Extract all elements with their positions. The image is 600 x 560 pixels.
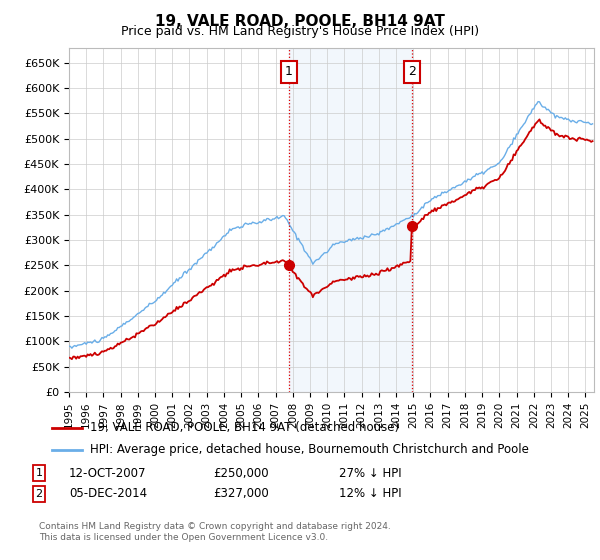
Text: 1: 1 (285, 66, 293, 78)
Text: Price paid vs. HM Land Registry's House Price Index (HPI): Price paid vs. HM Land Registry's House … (121, 25, 479, 38)
Text: 2: 2 (35, 489, 43, 499)
Text: 05-DEC-2014: 05-DEC-2014 (69, 487, 147, 501)
Text: 19, VALE ROAD, POOLE, BH14 9AT: 19, VALE ROAD, POOLE, BH14 9AT (155, 14, 445, 29)
Text: HPI: Average price, detached house, Bournemouth Christchurch and Poole: HPI: Average price, detached house, Bour… (90, 443, 529, 456)
Text: £327,000: £327,000 (213, 487, 269, 501)
Bar (289, 48, 412, 392)
Text: This data is licensed under the Open Government Licence v3.0.: This data is licensed under the Open Gov… (39, 533, 328, 543)
Text: 2: 2 (408, 66, 416, 78)
Text: 12% ↓ HPI: 12% ↓ HPI (339, 487, 401, 501)
Text: 19, VALE ROAD, POOLE, BH14 9AT (detached house): 19, VALE ROAD, POOLE, BH14 9AT (detached… (90, 421, 399, 434)
Text: 12-OCT-2007: 12-OCT-2007 (69, 466, 146, 480)
Text: £250,000: £250,000 (213, 466, 269, 480)
Text: 27% ↓ HPI: 27% ↓ HPI (339, 466, 401, 480)
Text: 1: 1 (35, 468, 43, 478)
Text: Contains HM Land Registry data © Crown copyright and database right 2024.: Contains HM Land Registry data © Crown c… (39, 522, 391, 531)
